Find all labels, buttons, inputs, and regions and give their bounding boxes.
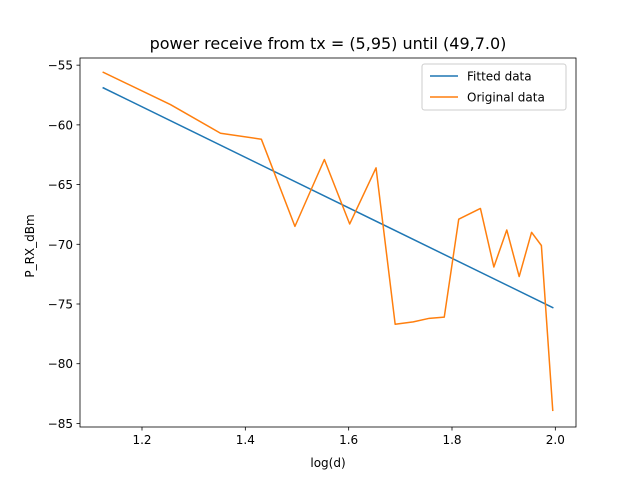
x-tick-label: 2.0 [546, 433, 565, 447]
x-tick-label: 1.4 [236, 433, 255, 447]
y-tick-label: −85 [48, 417, 73, 431]
y-axis-label: P_RX_dBm [23, 214, 37, 277]
y-tick-label: −65 [48, 178, 73, 192]
y-tick-label: −60 [48, 118, 73, 132]
axes: 1.2 1.4 1.6 1.8 2.0 −55 −60 −65 −70 −75 −80 −85 [48, 57, 577, 447]
x-axis-label: log(d) [310, 456, 345, 470]
x-tick-label: 1.6 [339, 433, 358, 447]
legend: Fitted data Original data [421, 63, 567, 111]
series-line-1 [102, 86, 554, 309]
legend-label-1: Fitted data [467, 70, 532, 84]
y-tick-label: −70 [48, 238, 73, 252]
series-line-2 [102, 71, 554, 412]
plot-area [102, 71, 554, 412]
y-tick-label: −55 [48, 59, 73, 73]
chart-title: power receive from tx = (5,95) until (49… [150, 34, 507, 53]
legend-label-2: Original data [467, 91, 545, 105]
y-tick-label: −80 [48, 357, 73, 371]
x-tick-label: 1.2 [132, 433, 151, 447]
axes-frame [79, 57, 577, 428]
y-tick-label: −75 [48, 298, 73, 312]
x-tick-label: 1.8 [442, 433, 461, 447]
